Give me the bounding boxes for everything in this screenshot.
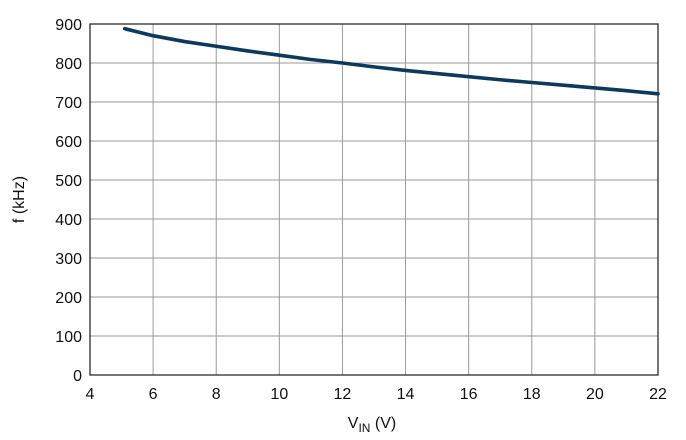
x-axis-label-main: V — [348, 415, 359, 432]
y-tick-label: 800 — [55, 56, 82, 73]
y-tick-label: 100 — [55, 329, 82, 346]
x-tick-label: 10 — [270, 386, 288, 403]
x-tick-label: 6 — [149, 386, 158, 403]
y-axis-ticks: 0 100 200 300 400 500 600 700 800 900 — [55, 17, 82, 385]
y-tick-label: 500 — [55, 173, 82, 190]
x-tick-label: 18 — [523, 386, 541, 403]
series-layer — [122, 26, 660, 96]
plot-frame — [89, 23, 659, 376]
y-tick-label: 600 — [55, 134, 82, 151]
y-tick-label: 200 — [55, 290, 82, 307]
y-tick-label: 700 — [55, 95, 82, 112]
x-tick-label: 12 — [334, 386, 352, 403]
x-tick-label: 16 — [460, 386, 478, 403]
x-tick-label: 14 — [397, 386, 415, 403]
x-tick-label: 4 — [86, 386, 95, 403]
x-tick-label: 20 — [586, 386, 604, 403]
x-tick-label: 8 — [212, 386, 221, 403]
y-tick-label: 0 — [73, 368, 82, 385]
y-tick-label: 900 — [55, 17, 82, 34]
x-axis-label-subscript: IN — [358, 421, 370, 435]
y-tick-label: 300 — [55, 251, 82, 268]
x-tick-label: 22 — [649, 386, 667, 403]
series-line-1 — [122, 26, 660, 96]
x-axis-label-unit: (V) — [370, 415, 396, 432]
grid — [90, 24, 658, 375]
y-tick-label: 400 — [55, 212, 82, 229]
x-axis-label: VIN (V) — [348, 415, 396, 435]
y-axis-label: f (kHz) — [11, 176, 28, 223]
x-axis-ticks: 4 6 8 10 12 14 16 18 20 22 — [86, 386, 667, 403]
